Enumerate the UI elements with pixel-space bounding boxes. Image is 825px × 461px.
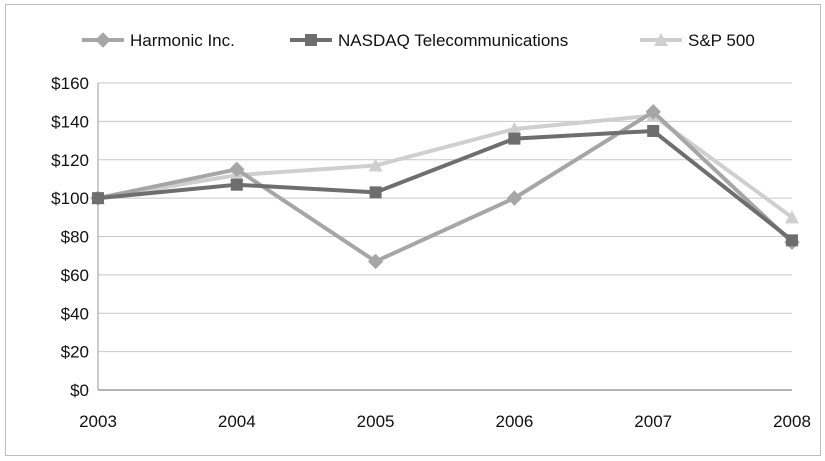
legend-item: S&P 500 — [640, 31, 755, 50]
y-tick-label: $20 — [61, 343, 89, 362]
series-line — [97, 128, 794, 242]
data-point — [367, 253, 384, 270]
legend-label: NASDAQ Telecommunications — [338, 31, 568, 50]
legend: Harmonic Inc. NASDAQ Telecommunications S&… — [82, 31, 755, 50]
gridlines — [97, 82, 792, 391]
y-tick-label: $60 — [61, 266, 89, 285]
x-tick-label: 2006 — [495, 412, 533, 431]
x-tick-label: 2007 — [634, 412, 672, 431]
legend-label: Harmonic Inc. — [130, 31, 235, 50]
y-axis-tick-labels: $0 $20 $40 $60 $80 $100 $120 $140 $160 — [51, 74, 89, 400]
data-point — [229, 161, 245, 178]
legend-item: NASDAQ Telecommunications — [290, 31, 568, 50]
series-group — [90, 104, 800, 270]
data-point — [368, 158, 383, 172]
legend-marker — [95, 32, 111, 48]
x-axis-tick-labels: 2003 2004 2005 2006 2007 2008 — [79, 412, 811, 431]
x-tick-label: 2004 — [218, 412, 256, 431]
data-point — [785, 210, 799, 224]
legend-label: S&P 500 — [688, 31, 755, 50]
data-point — [230, 178, 243, 191]
x-tick-label: 2005 — [357, 412, 395, 431]
legend-item: Harmonic Inc. — [82, 31, 235, 50]
chart-frame — [5, 4, 821, 456]
y-tick-label: $100 — [51, 189, 89, 208]
y-tick-label: $80 — [61, 228, 89, 247]
data-point — [507, 122, 522, 136]
x-tick-label: 2008 — [773, 412, 811, 431]
data-point — [508, 132, 521, 145]
series-nasdaq-telecommunications — [92, 124, 798, 247]
data-point — [369, 186, 382, 199]
x-tick-label: 2003 — [79, 412, 117, 431]
series-line — [97, 109, 794, 264]
data-point — [786, 234, 798, 247]
data-point — [92, 192, 104, 205]
y-tick-label: $160 — [51, 74, 89, 93]
legend-marker — [305, 34, 317, 46]
data-point — [506, 190, 523, 206]
y-tick-label: $0 — [70, 381, 89, 400]
y-tick-label: $140 — [51, 112, 89, 131]
y-tick-label: $40 — [61, 304, 89, 323]
y-tick-label: $120 — [51, 151, 89, 170]
data-point — [647, 124, 660, 137]
data-point — [645, 104, 661, 120]
legend-marker — [654, 33, 668, 46]
